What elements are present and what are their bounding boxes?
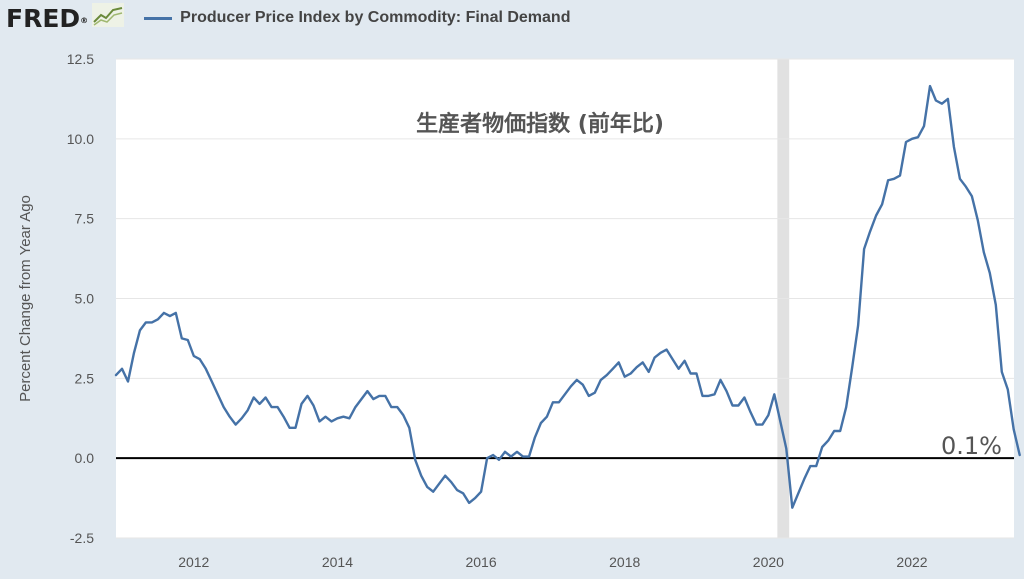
x-tick-labels: 2012 2014 2016 2018 2020 2022 [178,554,928,570]
chart-legend: Producer Price Index by Commodity: Final… [144,9,570,27]
series-line [114,84,1021,509]
y-tick-label: 2.5 [75,370,95,386]
y-tick-label: 7.5 [75,211,95,227]
y-tick-label: 0.0 [75,450,95,466]
fred-logo-text: FRED [6,3,81,33]
x-tick-label: 2020 [753,554,784,570]
y-axis-label: Percent Change from Year Ago [17,195,34,402]
last-value-annotation: 0.1% [941,432,1002,460]
y-tick-label: 5.0 [75,291,95,307]
legend-series-label[interactable]: Producer Price Index by Commodity: Final… [180,9,571,26]
y-tick-label: -2.5 [70,530,94,546]
x-tick-label: 2016 [465,554,496,570]
chart-annotation-title: 生産者物価指数 (前年比) [416,111,664,137]
series-layer [114,84,1021,509]
x-tick-label: 2018 [609,554,640,570]
legend-line-swatch [144,16,173,20]
y-tick-label: 12.5 [67,51,94,67]
x-tick-label: 2022 [896,554,927,570]
y-tick-labels: -2.5 0.0 2.5 5.0 7.5 10.0 12.5 [67,51,94,546]
registered-mark: ® [80,16,89,25]
y-tick-label: 10.0 [67,131,94,147]
x-tick-label: 2014 [322,554,353,570]
fred-logo[interactable]: FRED ® [6,3,125,33]
chart-header: FRED ® Producer Price Index by Commodity… [0,0,1024,36]
trend-chart-icon [92,3,125,33]
x-tick-label: 2012 [178,554,209,570]
